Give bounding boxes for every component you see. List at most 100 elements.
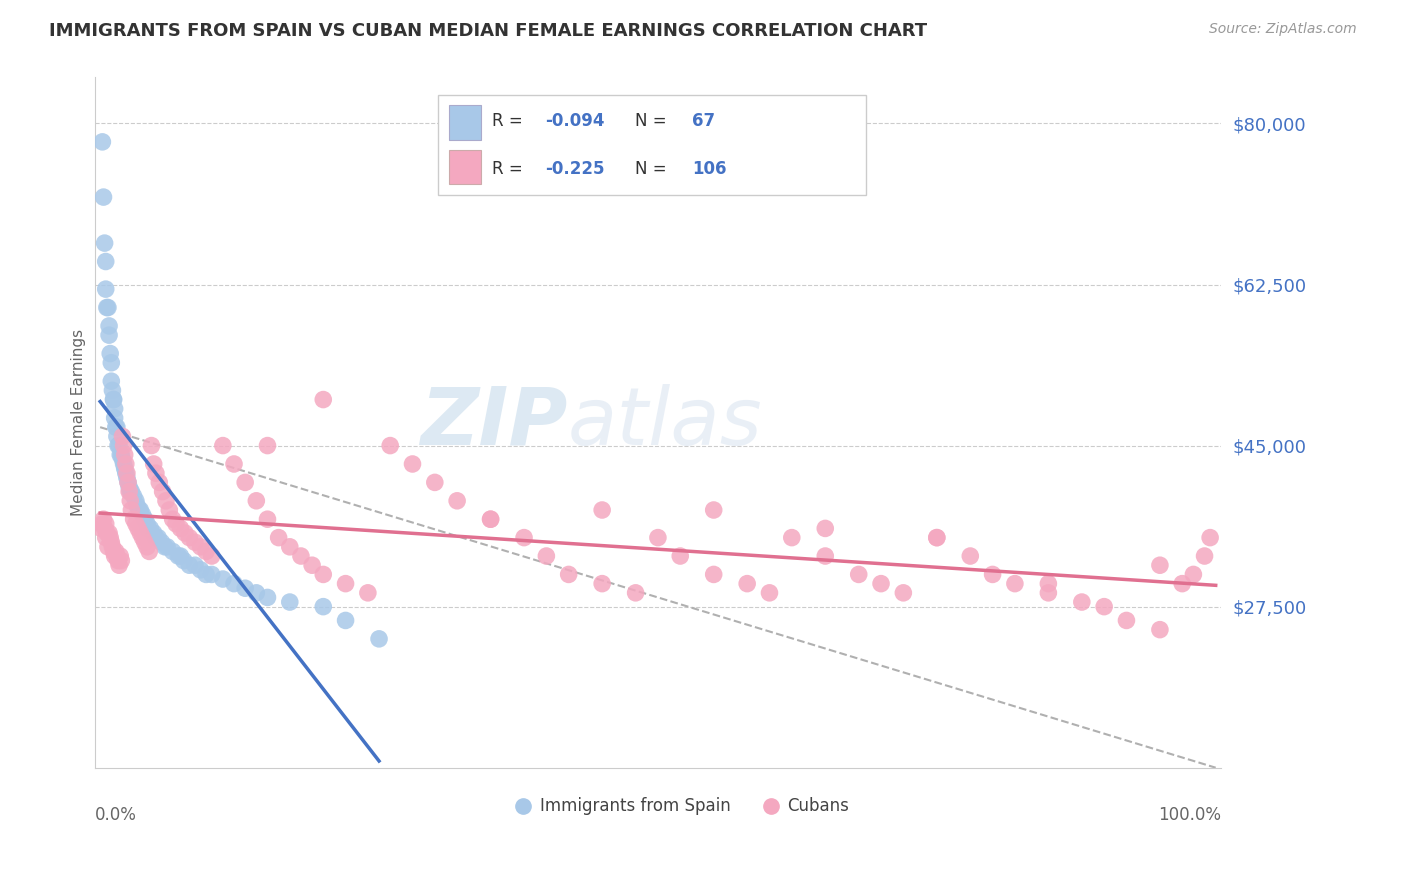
Point [380, 439, 402, 453]
Point [105, 420, 128, 434]
Point [155, 493, 177, 508]
FancyBboxPatch shape [450, 150, 481, 185]
Point [129, 503, 152, 517]
Point [669, 549, 692, 563]
Point [165, 516, 187, 531]
Point [98, 346, 121, 360]
Point [110, 554, 132, 568]
Point [959, 549, 981, 563]
Point [267, 531, 290, 545]
FancyBboxPatch shape [439, 95, 866, 194]
Point [91, 135, 114, 149]
Point [134, 512, 156, 526]
Point [162, 544, 184, 558]
Point [103, 544, 125, 558]
Point [94, 531, 117, 545]
Point [536, 549, 558, 563]
Point [780, 531, 803, 545]
Point [848, 567, 870, 582]
Point [245, 586, 267, 600]
Text: R =: R = [492, 160, 529, 178]
Point [103, 392, 125, 407]
Point [127, 521, 149, 535]
Point [1070, 595, 1092, 609]
Point [114, 466, 136, 480]
Text: Immigrants from Spain: Immigrants from Spain [540, 797, 730, 814]
Point [93, 190, 115, 204]
Point [167, 549, 190, 563]
Point [120, 503, 142, 517]
Point [190, 563, 212, 577]
Point [814, 549, 837, 563]
Point [278, 595, 301, 609]
Point [368, 632, 391, 646]
Point [110, 448, 132, 462]
Point [212, 439, 235, 453]
Point [104, 411, 127, 425]
FancyBboxPatch shape [450, 105, 481, 139]
Point [91, 516, 114, 531]
Point [98, 531, 121, 545]
Point [184, 535, 207, 549]
Point [312, 392, 335, 407]
Point [148, 475, 170, 490]
Point [156, 540, 179, 554]
Point [131, 531, 153, 545]
Point [104, 549, 127, 563]
Text: N =: N = [636, 160, 672, 178]
Point [104, 420, 127, 434]
Point [312, 599, 335, 614]
Point [125, 493, 148, 508]
Point [103, 392, 125, 407]
Point [153, 540, 176, 554]
Point [114, 457, 136, 471]
Point [870, 576, 893, 591]
Point [120, 484, 142, 499]
Point [107, 554, 129, 568]
Text: IMMIGRANTS FROM SPAIN VS CUBAN MEDIAN FEMALE EARNINGS CORRELATION CHART: IMMIGRANTS FROM SPAIN VS CUBAN MEDIAN FE… [49, 22, 928, 40]
Point [108, 558, 131, 573]
Point [129, 526, 152, 541]
Point [94, 282, 117, 296]
Point [173, 554, 195, 568]
Point [131, 508, 153, 522]
Point [446, 493, 468, 508]
Point [357, 586, 380, 600]
Point [104, 401, 127, 416]
Point [101, 540, 124, 554]
Point [190, 540, 212, 554]
Text: ZIP: ZIP [420, 384, 568, 461]
Text: Cubans: Cubans [787, 797, 849, 814]
Point [115, 471, 138, 485]
Point [152, 484, 174, 499]
Point [162, 512, 184, 526]
Point [94, 254, 117, 268]
Point [591, 503, 613, 517]
Point [110, 549, 132, 563]
Point [290, 549, 312, 563]
Point [120, 493, 142, 508]
Point [981, 567, 1004, 582]
Point [138, 544, 160, 558]
Point [122, 489, 145, 503]
Point [174, 526, 197, 541]
Point [703, 567, 725, 582]
Point [624, 586, 647, 600]
Point [1199, 531, 1222, 545]
Point [93, 236, 115, 251]
Point [1149, 558, 1171, 573]
Point [1038, 586, 1060, 600]
Point [112, 439, 135, 453]
Point [557, 567, 579, 582]
Point [169, 549, 191, 563]
Point [212, 572, 235, 586]
Point [1194, 549, 1216, 563]
Point [136, 516, 159, 531]
Point [222, 457, 245, 471]
Point [134, 535, 156, 549]
Text: -0.225: -0.225 [546, 160, 605, 178]
Point [145, 531, 167, 545]
Point [735, 576, 758, 591]
Point [115, 466, 138, 480]
Point [1149, 623, 1171, 637]
